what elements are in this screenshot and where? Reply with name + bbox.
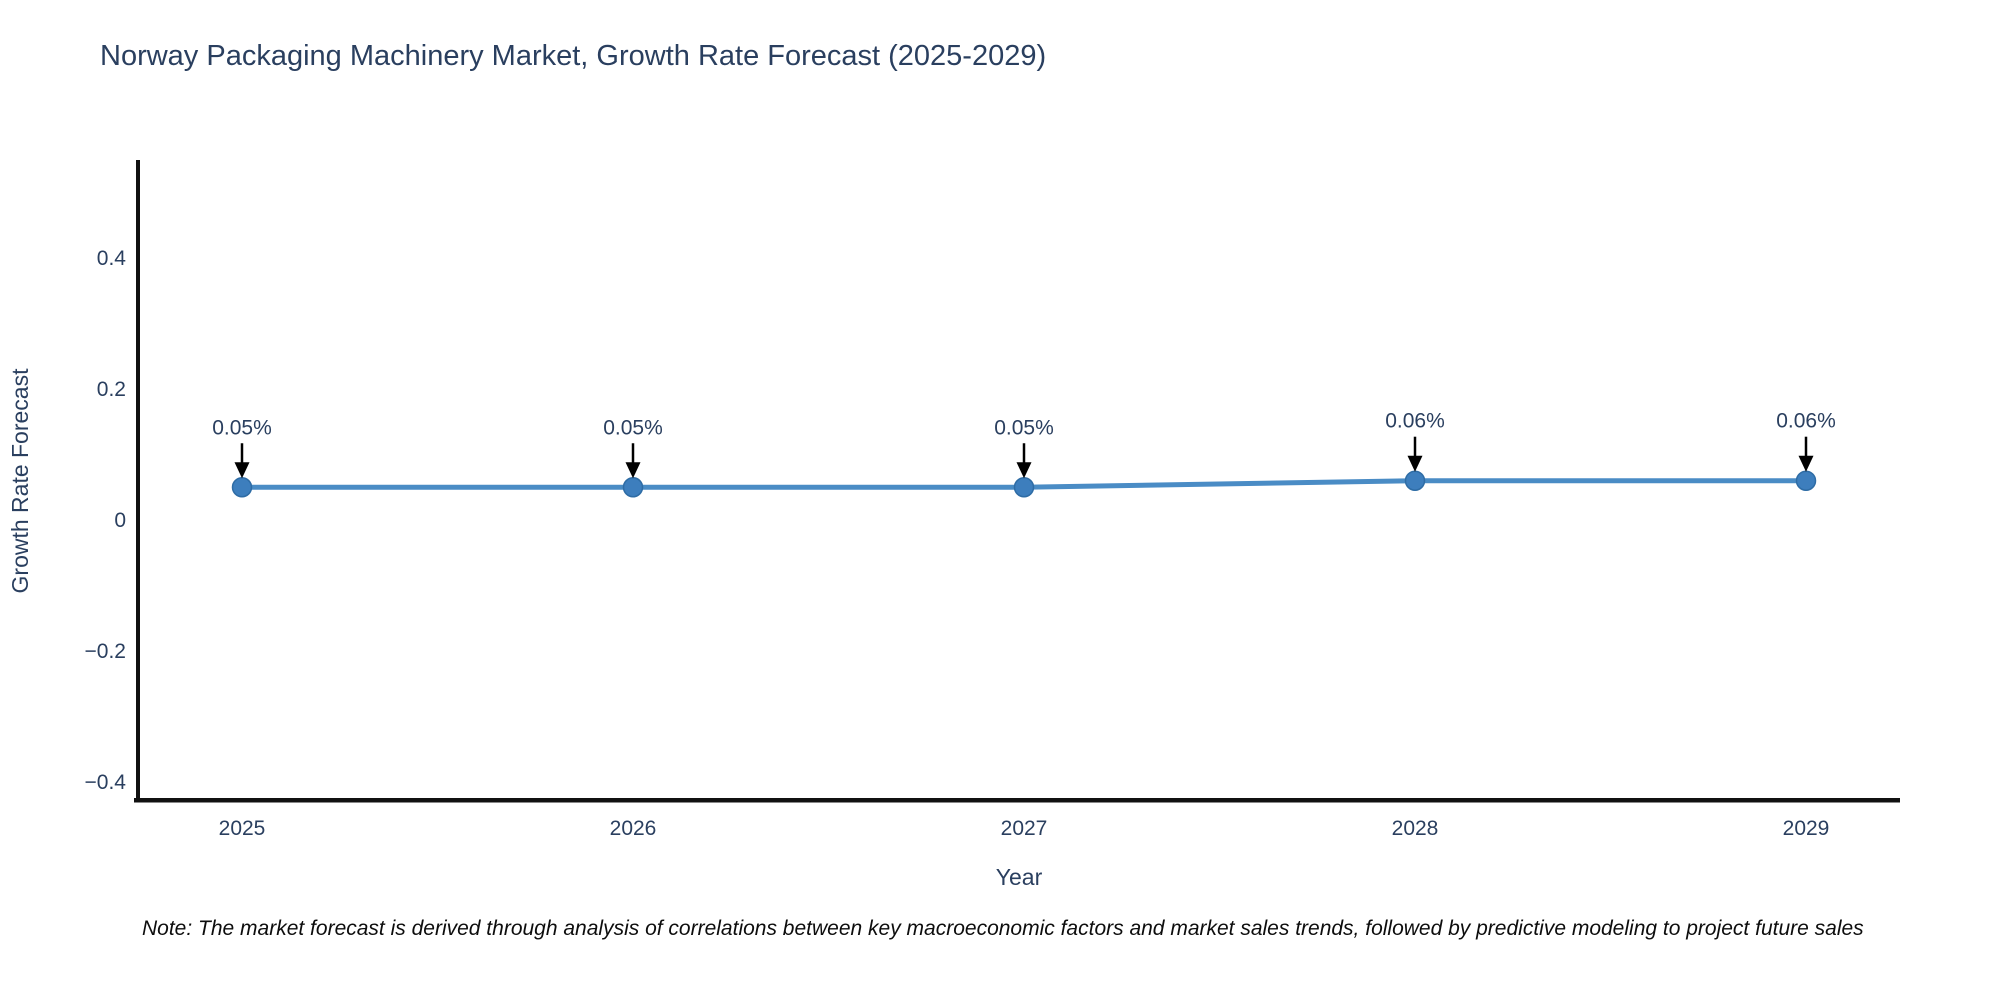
annotation-arrowhead-icon bbox=[1407, 455, 1423, 472]
y-tick-label: 0.4 bbox=[97, 247, 127, 270]
y-axis-title: Growth Rate Forecast bbox=[7, 368, 33, 594]
annotation-arrowhead-icon bbox=[625, 462, 641, 479]
data-point[interactable] bbox=[1795, 470, 1817, 491]
data-point-label: 0.05% bbox=[212, 416, 272, 439]
y-tick-label: 0 bbox=[114, 509, 126, 532]
annotation-arrowhead-icon bbox=[1016, 462, 1032, 479]
x-tick-label: 2025 bbox=[219, 817, 266, 840]
chart-title: Norway Packaging Machinery Market, Growt… bbox=[100, 40, 1047, 72]
x-axis-spine bbox=[134, 798, 1900, 803]
data-point-label: 0.06% bbox=[1776, 410, 1836, 433]
footnote: Note: The market forecast is derived thr… bbox=[142, 917, 1864, 940]
x-axis-title: Year bbox=[996, 864, 1043, 890]
x-tick-label: 2029 bbox=[1783, 817, 1830, 840]
x-tick-label: 2026 bbox=[610, 817, 657, 840]
y-axis-spine bbox=[136, 160, 140, 802]
y-tick-label: 0.2 bbox=[97, 378, 126, 401]
data-point-label: 0.06% bbox=[1385, 410, 1445, 433]
data-point-label: 0.05% bbox=[994, 416, 1054, 439]
data-point[interactable] bbox=[1404, 470, 1426, 491]
y-tick-label: −0.4 bbox=[85, 771, 127, 794]
x-tick-label: 2028 bbox=[1392, 817, 1439, 840]
data-point-label: 0.05% bbox=[603, 416, 663, 439]
annotation-arrowhead-icon bbox=[1798, 455, 1814, 472]
data-point[interactable] bbox=[1013, 477, 1035, 498]
data-point[interactable] bbox=[622, 477, 644, 498]
x-tick-label: 2027 bbox=[1001, 817, 1048, 840]
y-tick-label: −0.2 bbox=[85, 640, 126, 663]
annotation-arrowhead-icon bbox=[234, 462, 250, 479]
data-point[interactable] bbox=[231, 477, 253, 498]
